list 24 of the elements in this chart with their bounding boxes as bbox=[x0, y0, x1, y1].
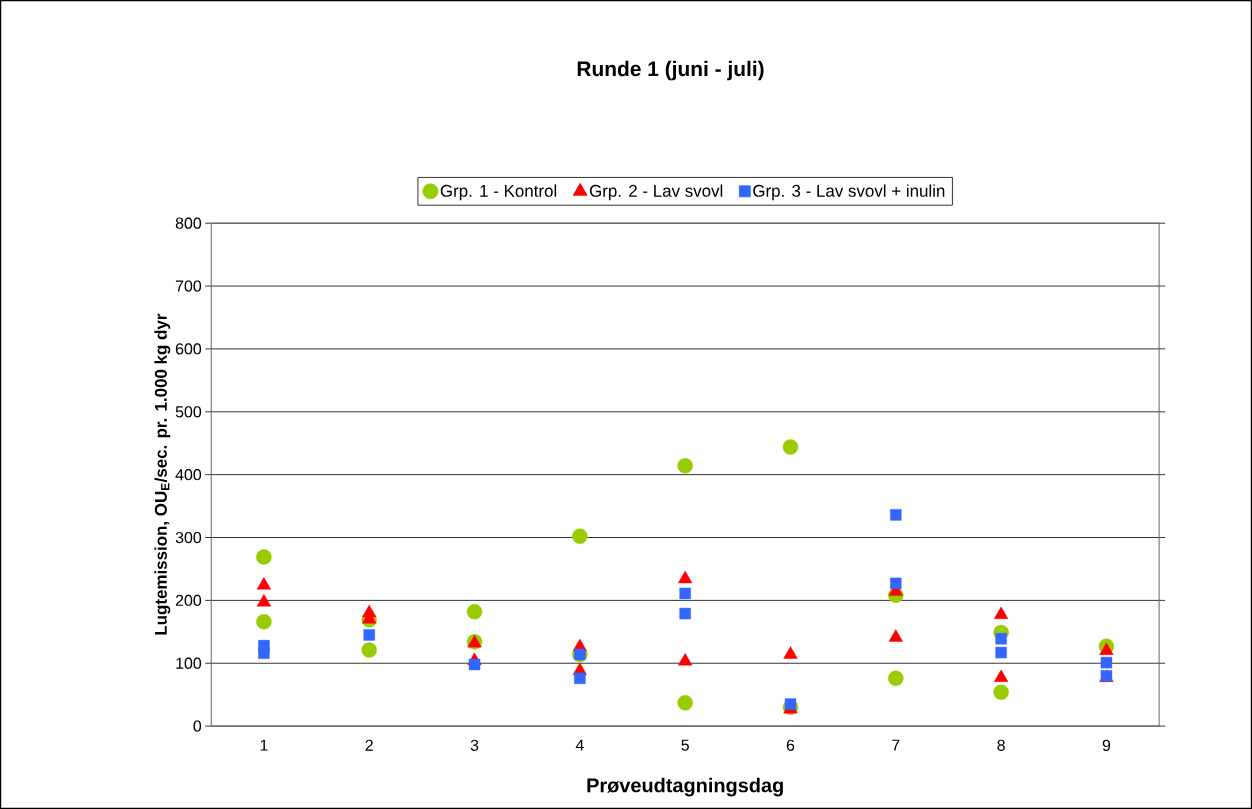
y-tick-label: 800 bbox=[175, 217, 202, 229]
x-tick-label: 8 bbox=[997, 739, 1005, 751]
y-tick-label: 400 bbox=[175, 468, 202, 481]
x-axis-title: Prøveudtagningsdag bbox=[587, 777, 783, 797]
x-tick-label: 4 bbox=[575, 739, 584, 751]
x-tick-label: 6 bbox=[786, 739, 795, 751]
x-tick-label: 1 bbox=[260, 739, 268, 751]
x-tick-label: 7 bbox=[892, 739, 900, 751]
legend-label: Grp. 2 - Lav svovl bbox=[589, 184, 723, 201]
y-tick-label: 300 bbox=[175, 531, 202, 544]
y-tick-label: 700 bbox=[175, 280, 202, 292]
chart-title: Runde 1 (juni - juli) bbox=[577, 60, 764, 81]
y-tick-label: 100 bbox=[176, 657, 202, 669]
y-tick-label: 200 bbox=[175, 594, 202, 606]
y-tick-label: 500 bbox=[175, 406, 202, 418]
x-tick-label: 2 bbox=[365, 739, 373, 751]
x-tick-label: 9 bbox=[1102, 739, 1111, 751]
legend-label: Grp. 1 - Kontrol bbox=[440, 184, 557, 201]
y-tick-label: 0 bbox=[193, 720, 202, 732]
legend-label: Grp. 3 - Lav svovl + inulin bbox=[753, 184, 945, 201]
y-tick-label: 600 bbox=[175, 343, 202, 355]
y-axis-title: Lugtemission, OU$_{E}$/sec. pr. 1.000 kg dyr bbox=[154, 313, 171, 635]
x-tick-label: 5 bbox=[681, 739, 689, 751]
x-tick-label: 3 bbox=[470, 739, 479, 751]
